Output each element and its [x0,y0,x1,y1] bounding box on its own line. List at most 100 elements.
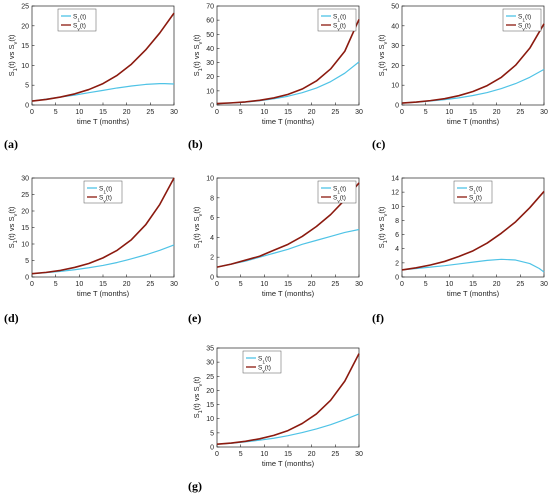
legend-entry: Sv(t) [469,194,482,204]
x-tick-label: 10 [260,451,268,458]
series-line-sv [216,19,360,105]
y-tick-label: 12 [391,190,399,197]
panel-label: (g) [188,479,202,493]
y-tick-label: 2 [395,260,399,267]
series-line-sv [216,182,360,268]
y-tick-label: 25 [21,192,29,199]
y-tick-label: 0 [25,103,29,110]
x-tick-label: 30 [355,281,363,288]
y-tick-label: 30 [206,60,214,67]
legend-entry: Sv(t) [333,22,346,32]
y-tick-label: 20 [206,388,214,395]
x-tick-label: 25 [516,109,524,116]
x-tick-label: 30 [540,109,548,116]
x-tick-label: 10 [75,281,83,288]
y-tick-label: 10 [391,204,399,211]
legend-entry: S1(t) [73,13,86,23]
legend: S1(t)Sv(t) [242,350,282,374]
legend-entry: S1(t) [469,185,482,195]
x-tick-label: 30 [540,281,548,288]
x-tick-label: 0 [30,281,34,288]
panel-a: 0 5 10 15 20 25 30 0 5 10 15 20 25 time T (months) S1(… [0,0,180,150]
x-tick-label: 15 [99,109,107,116]
legend: S1(t)Sv(t) [317,180,357,204]
x-tick-label: 30 [355,109,363,116]
panel-label: (c) [372,137,386,151]
x-tick-label: 30 [170,281,178,288]
y-tick-label: 30 [206,360,214,367]
panel-label: (a) [4,137,18,151]
line-chart: 0 5 10 15 20 25 30 0 5 10 15 20 25 time T (months) S1(… [7,4,178,127]
x-tick-label: 25 [146,109,154,116]
x-tick-label: 20 [493,281,501,288]
legend-entry: Sv(t) [258,364,271,374]
y-tick-label: 4 [395,246,399,253]
x-axis-label: time T (months) [262,117,315,126]
x-tick-label: 10 [75,109,83,116]
x-tick-label: 30 [355,451,363,458]
x-tick-label: 5 [239,109,243,116]
legend-entry: Sv(t) [99,194,112,204]
x-tick-label: 5 [239,451,243,458]
y-tick-label: 25 [21,4,29,11]
series-line-sv [401,190,545,271]
y-tick-label: 2 [210,255,214,262]
y-tick-label: 20 [391,63,399,70]
panel-label: (e) [188,311,202,325]
y-tick-label: 6 [395,232,399,239]
line-chart: 0 5 10 15 20 25 30 0 2 4 6 8 10 12 14 time T (months) S1… [377,176,548,299]
x-axis-label: time T (months) [447,289,500,298]
y-tick-label: 15 [21,225,29,232]
y-axis-label: S1(t) vs Sv(t) [7,206,19,248]
x-tick-label: 25 [146,281,154,288]
y-tick-label: 15 [21,43,29,50]
panel-d: 0 5 10 15 20 25 30 0 5 10 15 20 25 30 time T (months) S… [0,172,180,322]
y-tick-label: 30 [391,43,399,50]
y-tick-label: 10 [391,83,399,90]
plot-area [401,177,545,278]
y-tick-label: 14 [391,176,399,183]
y-tick-label: 60 [206,18,214,25]
y-tick-label: 20 [21,209,29,216]
y-tick-label: 15 [206,402,214,409]
y-tick-label: 25 [206,374,214,381]
panel-label: (b) [188,137,203,151]
x-tick-label: 0 [400,281,404,288]
series-line-s1 [401,258,545,273]
y-tick-label: 40 [206,46,214,53]
y-axis-label: S1(t) vs Sv(t) [377,206,389,248]
x-tick-label: 5 [54,281,58,288]
y-tick-label: 10 [206,176,214,183]
x-tick-label: 10 [260,281,268,288]
x-axis-label: time T (months) [447,117,500,126]
y-tick-label: 70 [206,4,214,11]
legend-entry: S1(t) [99,185,112,195]
x-tick-label: 20 [308,451,316,458]
legend-entry: S1(t) [333,13,346,23]
x-tick-label: 15 [469,109,477,116]
x-tick-label: 25 [331,109,339,116]
legend: S1(t)Sv(t) [57,8,97,32]
line-chart: 0 5 10 15 20 25 30 0 10 20 30 40 50 60 70 time T (month… [192,4,363,127]
x-tick-label: 10 [445,281,453,288]
y-tick-label: 4 [210,235,214,242]
y-tick-label: 10 [206,416,214,423]
plot-area [216,347,360,448]
legend: S1(t)Sv(t) [502,8,542,32]
x-tick-label: 30 [170,109,178,116]
line-chart: 0 5 10 15 20 25 30 0 5 10 15 20 25 30 time T (months) S… [7,176,178,299]
y-tick-label: 10 [206,88,214,95]
x-tick-label: 0 [215,281,219,288]
series-line-sv [216,353,360,445]
legend: S1(t)Sv(t) [83,180,123,204]
y-tick-label: 10 [21,242,29,249]
y-axis-label: S1(t) vs Sv(t) [192,206,204,248]
y-axis-label: S1(t) vs Sv(t) [377,34,389,76]
x-tick-label: 20 [123,281,131,288]
legend-entry: Sv(t) [333,194,346,204]
x-tick-label: 15 [284,451,292,458]
y-axis-label: S1(t) vs Sv(t) [192,34,204,76]
legend-entry: Sv(t) [73,22,86,32]
x-tick-label: 15 [469,281,477,288]
y-tick-label: 50 [391,4,399,11]
